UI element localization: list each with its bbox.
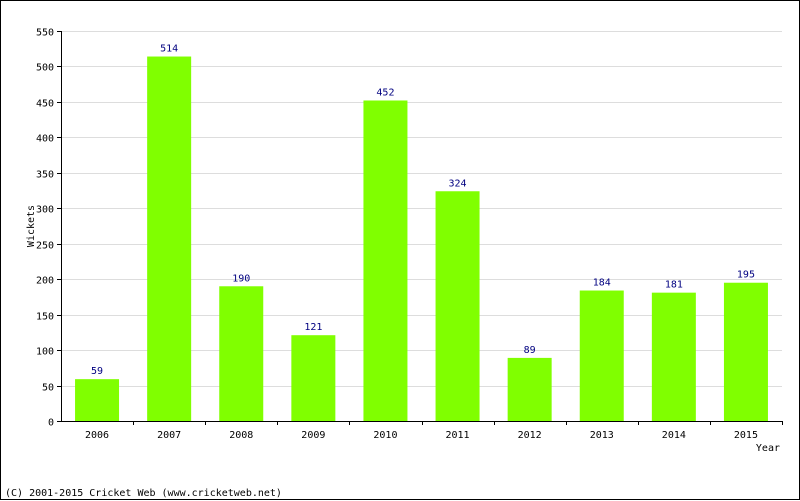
- bars: [75, 56, 768, 421]
- data-label-2014: 181: [665, 280, 683, 291]
- y-tick-label: 50: [42, 383, 54, 394]
- data-label-2010: 452: [376, 87, 394, 98]
- bar-2008: [219, 286, 264, 421]
- bar-2014: [651, 292, 696, 421]
- y-tick-label: 200: [36, 276, 54, 287]
- x-axis-title: Year: [756, 443, 780, 454]
- bar-2006: [75, 379, 120, 421]
- data-label-2006: 59: [91, 366, 103, 377]
- x-tick-label-2014: 2014: [662, 430, 686, 441]
- y-tick-label: 250: [36, 241, 54, 252]
- y-tick-label: 150: [36, 312, 54, 323]
- bar-2009: [291, 335, 336, 421]
- bar-2011: [435, 191, 480, 421]
- data-label-2011: 324: [449, 178, 467, 189]
- y-axis-ticks: 0 50 100 150 200 250 300 350 400 450 500 550: [36, 28, 61, 429]
- x-tick-label-2011: 2011: [446, 430, 470, 441]
- bar-2007: [147, 56, 192, 421]
- data-label-2012: 89: [524, 345, 536, 356]
- bar-2013: [579, 290, 624, 421]
- y-axis-title: Wickets: [26, 205, 37, 247]
- data-label-2013: 184: [593, 278, 611, 289]
- y-tick-label: 300: [36, 205, 54, 216]
- x-tick-label-2007: 2007: [157, 430, 181, 441]
- x-tick-label-2013: 2013: [590, 430, 614, 441]
- x-tick-label-2009: 2009: [301, 430, 325, 441]
- bar-2012: [507, 357, 552, 421]
- copyright-footer: (C) 2001-2015 Cricket Web (www.cricketwe…: [5, 488, 282, 499]
- data-label-2007: 514: [160, 44, 178, 55]
- y-tick-label: 550: [36, 28, 54, 39]
- x-tick-label-2006: 2006: [85, 430, 109, 441]
- bar-2010: [363, 100, 408, 421]
- bar-2015: [723, 282, 768, 421]
- x-tick-label-2008: 2008: [229, 430, 253, 441]
- data-label-2008: 190: [232, 273, 250, 284]
- y-tick-label: 450: [36, 99, 54, 110]
- y-tick-label: 0: [48, 418, 54, 429]
- data-labels: 59 514 190 121 452 324 89 184 181 195: [91, 44, 755, 378]
- x-tick-label-2015: 2015: [734, 430, 758, 441]
- y-tick-label: 350: [36, 170, 54, 181]
- y-tick-label: 500: [36, 63, 54, 74]
- y-tick-label: 400: [36, 134, 54, 145]
- y-tick-label: 100: [36, 347, 54, 358]
- data-label-2015: 195: [737, 270, 755, 281]
- x-axis-ticks: 2006 2007 2008 2009 2010 2011 2012 2013 2014 2015: [85, 421, 783, 441]
- x-tick-label-2012: 2012: [518, 430, 542, 441]
- data-label-2009: 121: [304, 322, 322, 333]
- x-tick-label-2010: 2010: [373, 430, 397, 441]
